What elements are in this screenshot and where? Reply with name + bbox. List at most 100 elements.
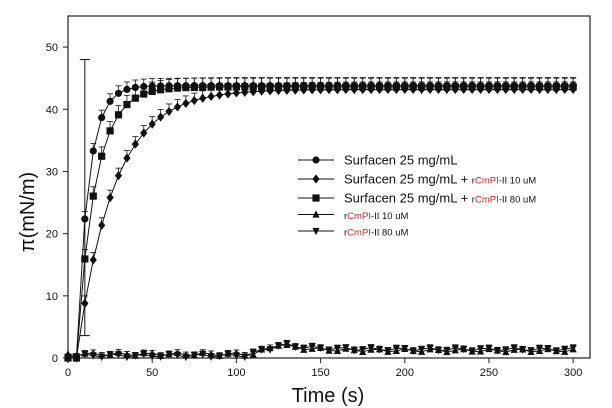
legend-item-3: Surfacen 25 mg/mL + rCmPI-II 80 uM xyxy=(298,191,536,206)
data-point xyxy=(460,345,468,354)
x-tick-label: 250 xyxy=(480,367,498,379)
data-point xyxy=(308,343,316,351)
series-1 xyxy=(64,77,577,362)
data-point xyxy=(215,90,224,100)
data-point xyxy=(283,340,291,348)
legend-label: Surfacen 25 mg/mL + rCmPI-II 80 uM xyxy=(344,191,536,206)
data-point xyxy=(241,353,249,362)
data-point xyxy=(232,83,240,91)
data-point xyxy=(258,83,266,91)
legend-label-part: -II 10 uM xyxy=(371,211,409,222)
y-tick-label: 0 xyxy=(52,353,58,365)
y-tick-label: 50 xyxy=(46,42,58,54)
data-point xyxy=(401,83,409,91)
data-point xyxy=(510,344,518,352)
data-point xyxy=(224,350,232,359)
data-point xyxy=(207,91,215,102)
data-point xyxy=(140,90,148,98)
data-point xyxy=(409,347,417,355)
y-tick-label: 40 xyxy=(46,104,58,116)
data-point xyxy=(182,98,190,108)
legend-label-part: Surfacen 25 mg/mL + xyxy=(344,191,472,206)
data-point xyxy=(72,353,81,361)
data-point xyxy=(131,139,139,149)
data-point xyxy=(312,227,320,236)
data-point xyxy=(312,156,320,164)
data-point xyxy=(569,344,577,352)
data-point xyxy=(552,347,560,355)
legend-label-part: -II 10 uM xyxy=(499,176,537,187)
data-point xyxy=(544,345,552,353)
data-point xyxy=(367,344,375,352)
data-point xyxy=(350,347,358,355)
data-point xyxy=(157,112,165,122)
data-point xyxy=(519,346,527,354)
data-point xyxy=(418,83,426,91)
data-point xyxy=(342,83,350,91)
data-point xyxy=(434,347,443,355)
data-point xyxy=(131,83,139,92)
data-point xyxy=(468,83,476,91)
data-point xyxy=(312,194,320,202)
data-point xyxy=(123,153,131,163)
series-5 xyxy=(64,339,577,362)
data-point xyxy=(434,83,443,91)
data-point xyxy=(157,353,165,361)
data-point xyxy=(249,348,257,357)
data-point xyxy=(561,83,569,91)
data-point xyxy=(114,351,123,359)
data-point xyxy=(165,85,173,93)
data-point xyxy=(443,83,451,91)
data-point xyxy=(502,346,510,354)
y-tick-label: 30 xyxy=(46,166,58,178)
series-2 xyxy=(64,81,577,363)
data-point xyxy=(300,83,308,91)
data-point xyxy=(325,83,333,91)
data-point xyxy=(544,83,552,91)
x-tick-label: 200 xyxy=(396,367,414,379)
data-point xyxy=(519,83,527,91)
x-tick-label: 300 xyxy=(564,367,582,379)
data-point xyxy=(502,83,510,91)
data-point xyxy=(258,346,266,354)
data-point xyxy=(384,83,392,91)
data-point xyxy=(199,93,207,103)
data-point xyxy=(367,83,375,91)
data-point xyxy=(476,83,485,91)
data-point xyxy=(89,255,97,265)
y-tick-label: 10 xyxy=(46,291,58,303)
series-3 xyxy=(64,59,577,362)
data-point xyxy=(493,83,501,91)
data-point xyxy=(333,83,342,91)
legend-label-part: CmPI xyxy=(347,228,371,239)
data-point xyxy=(131,352,139,360)
data-point xyxy=(291,83,299,91)
legend-label-part: Surfacen 25 mg/mL + xyxy=(344,172,472,187)
data-point xyxy=(190,95,198,106)
data-point xyxy=(409,83,417,91)
data-point xyxy=(569,83,577,91)
data-point xyxy=(312,174,320,184)
data-point xyxy=(106,127,114,135)
data-point xyxy=(190,351,198,360)
data-point xyxy=(199,83,207,91)
legend-item-5: rCmPI-II 80 uM xyxy=(298,228,408,239)
data-point xyxy=(401,345,409,353)
data-point xyxy=(535,83,544,91)
data-point xyxy=(241,83,249,91)
data-point xyxy=(224,89,232,99)
data-point xyxy=(114,170,123,181)
data-point xyxy=(468,347,476,355)
legend-label-part: CmPI xyxy=(347,211,371,222)
data-point xyxy=(165,106,173,117)
data-point xyxy=(131,94,139,102)
data-point xyxy=(89,352,97,360)
data-point xyxy=(300,345,308,353)
data-point xyxy=(527,347,535,355)
legend-label-part: CmPI xyxy=(475,176,499,187)
plot-frame xyxy=(67,15,591,359)
legend-label-part: r xyxy=(344,211,347,222)
data-point xyxy=(190,83,198,91)
data-point xyxy=(527,83,535,91)
